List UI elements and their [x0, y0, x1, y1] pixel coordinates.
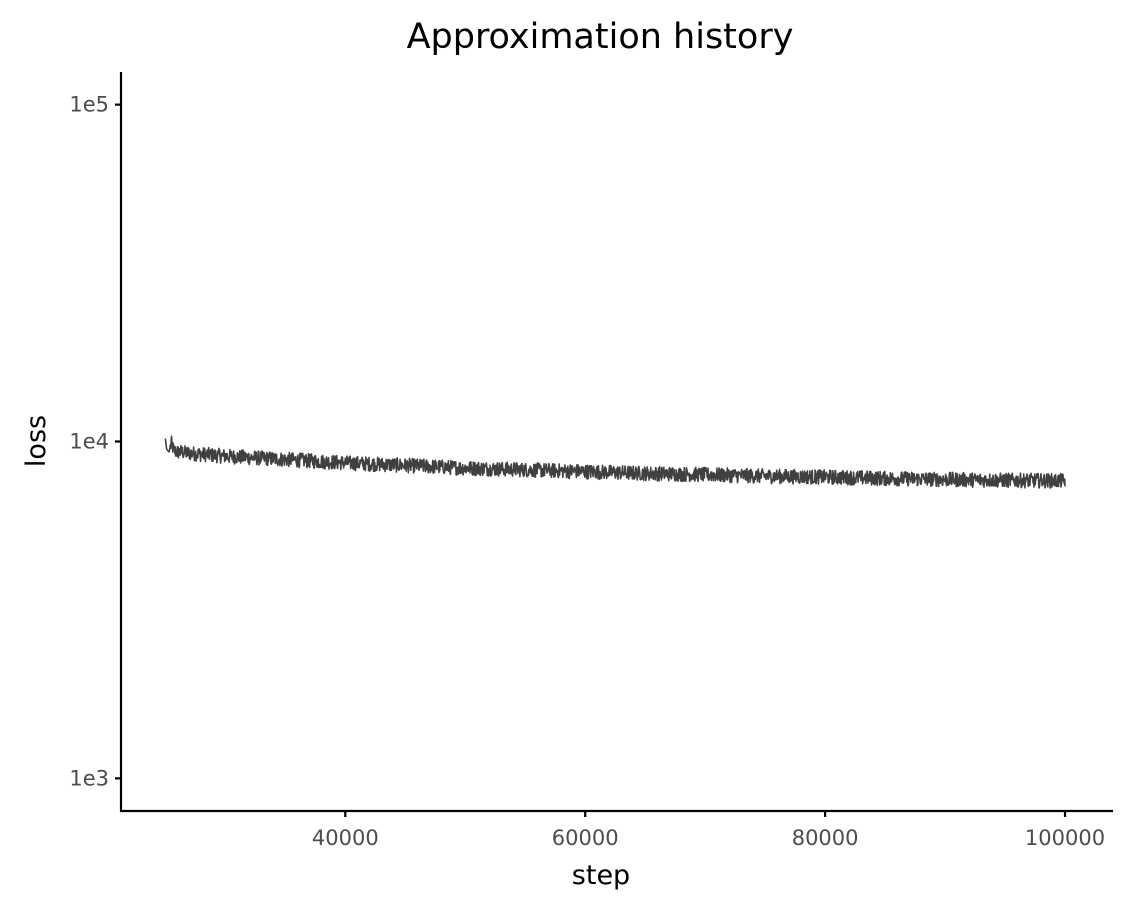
x-tick-label: 80000 — [792, 826, 859, 850]
x-axis-label: step — [572, 860, 630, 891]
x-tick-label: 60000 — [552, 826, 619, 850]
y-tick-label: 1e3 — [69, 766, 109, 790]
x-tick-label: 100000 — [1025, 826, 1105, 850]
x-tick-label: 40000 — [312, 826, 379, 850]
y-tick-label: 1e5 — [69, 93, 109, 117]
loss-series-line — [164, 435, 1066, 489]
x-axis-ticks: 40000 60000 80000 100000 — [312, 811, 1105, 850]
y-tick-label: 1e4 — [69, 430, 109, 454]
series-layer — [164, 435, 1066, 489]
plot-area: 40000 60000 80000 100000 1e3 1e4 1e5 — [69, 72, 1113, 850]
y-axis-label: loss — [21, 415, 52, 467]
y-axis-ticks: 1e3 1e4 1e5 — [69, 93, 121, 790]
chart-title: Approximation history — [407, 17, 794, 57]
